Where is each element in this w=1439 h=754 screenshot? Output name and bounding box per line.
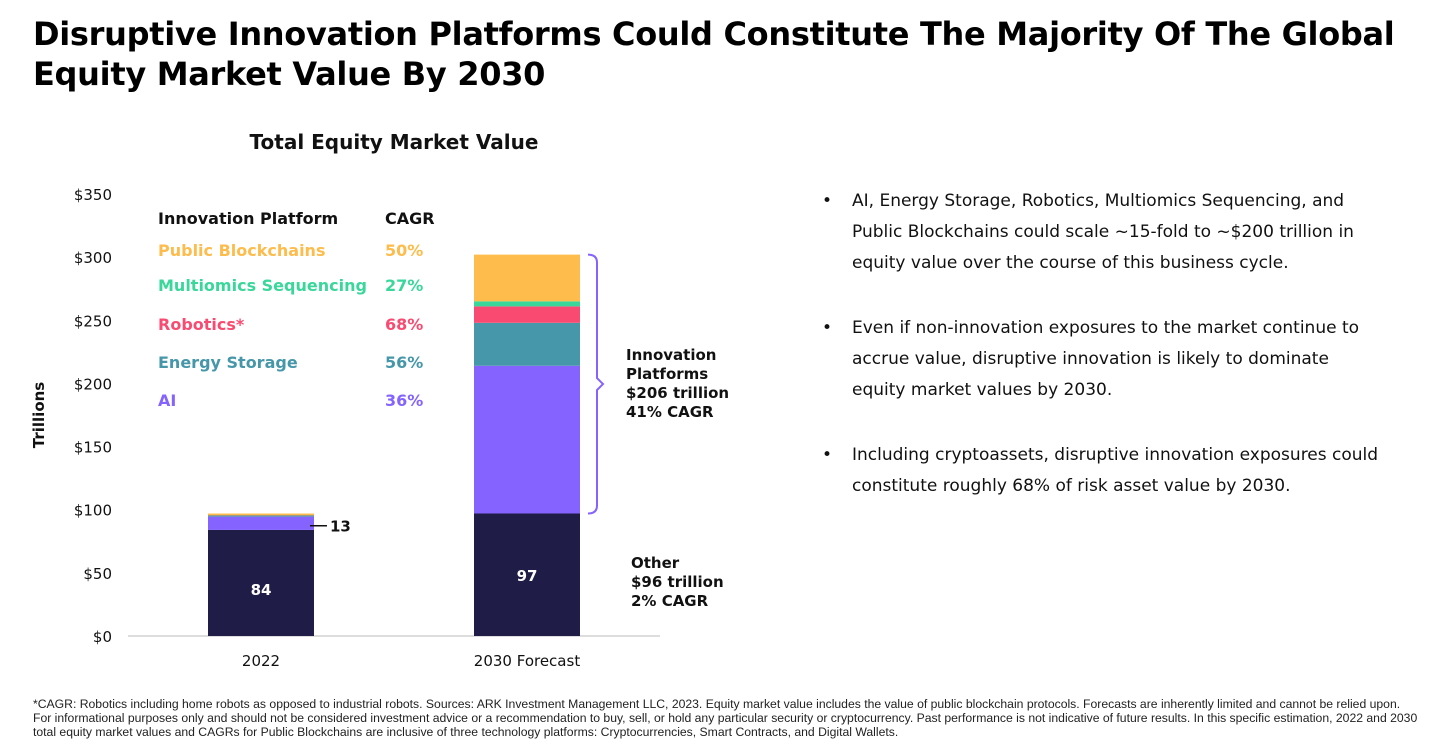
bar-segment-ai-1	[474, 365, 580, 514]
data-label: 97	[517, 567, 538, 585]
page-title: Disruptive Innovation Platforms Could Co…	[33, 15, 1395, 93]
other-annotation: 2% CAGR	[631, 592, 709, 610]
y-tick-label: $250	[74, 312, 112, 330]
bullet-item: • Including cryptoassets, disruptive inno…	[822, 440, 1382, 502]
x-tick-label: 2030 Forecast	[474, 652, 581, 670]
other-annotation: $96 trillion	[631, 573, 724, 591]
bullet-text: Even if non-innovation exposures to the …	[852, 318, 1360, 400]
bar-segment-public-blockchains-0	[208, 513, 314, 516]
legend-item-label: Robotics*	[158, 315, 245, 334]
y-tick-label: $150	[74, 439, 112, 457]
innovation-platforms-annotation: Innovation	[626, 346, 716, 364]
legend-item-label: Public Blockchains	[158, 241, 325, 260]
chart-title: Total Equity Market Value	[250, 130, 539, 154]
innovation-2022-label: 13	[330, 518, 351, 536]
legend-item-cagr: 56%	[385, 353, 423, 372]
x-tick-label: 2022	[242, 652, 280, 670]
legend-item-label: AI	[158, 391, 176, 410]
legend-header-cagr: CAGR	[385, 209, 435, 228]
innovation-bracket	[587, 253, 605, 515]
y-tick-label: $0	[93, 628, 112, 646]
bar-segment-robotics-1	[474, 306, 580, 323]
y-tick-label: $200	[74, 375, 112, 393]
bar-segment-robotics-0	[208, 515, 314, 517]
y-tick-label: $100	[74, 502, 112, 520]
y-tick-label: $350	[74, 186, 112, 204]
innovation-platforms-annotation: $206 trillion	[626, 384, 729, 402]
y-axis-label: Trillions	[30, 382, 48, 449]
data-label: 84	[251, 581, 272, 599]
legend-item-cagr: 36%	[385, 391, 423, 410]
bullet-item: • Even if non-innovation exposures to the…	[822, 313, 1382, 406]
legend-item-cagr: 50%	[385, 241, 423, 260]
bar-segment-energy-storage-1	[474, 322, 580, 366]
y-tick-label: $50	[83, 565, 112, 583]
bar-segment-multiomics-sequencing-1	[474, 301, 580, 307]
other-annotation: Other	[631, 554, 680, 572]
equity-market-value-chart: Total Equity Market Value Trillions $0 $50 $…	[30, 130, 729, 670]
bullet-item: • AI, Energy Storage, Robotics, Multiomic…	[822, 186, 1382, 279]
legend-item-label: Energy Storage	[158, 353, 298, 372]
bullet-text: Including cryptoassets, disruptive innov…	[852, 445, 1379, 496]
bar-segment-multiomics-sequencing-0	[208, 515, 314, 516]
innovation-platforms-annotation: 41% CAGR	[626, 403, 714, 421]
innovation-platforms-annotation: Platforms	[626, 365, 708, 383]
bullet-list: • AI, Energy Storage, Robotics, Multiomic…	[822, 186, 1382, 536]
legend-item-label: Multiomics Sequencing	[158, 276, 367, 295]
bar-segment-other-0	[208, 529, 314, 636]
bullet-glyph: •	[822, 318, 833, 338]
bar-segment-public-blockchains-1	[474, 254, 580, 302]
legend-item-cagr: 27%	[385, 276, 423, 295]
bar-segment-ai-0	[208, 516, 314, 530]
bullet-glyph: •	[822, 445, 833, 465]
footnote: *CAGR: Robotics including home robots as…	[33, 697, 1418, 739]
bullet-glyph: •	[822, 191, 833, 211]
bar-segment-energy-storage-0	[208, 515, 314, 517]
legend-item-cagr: 68%	[385, 315, 423, 334]
bar-segment-other-1	[474, 513, 580, 636]
legend-header-platform: Innovation Platform	[158, 209, 338, 228]
y-tick-label: $300	[74, 249, 112, 267]
bullet-text: AI, Energy Storage, Robotics, Multiomics…	[852, 191, 1354, 273]
